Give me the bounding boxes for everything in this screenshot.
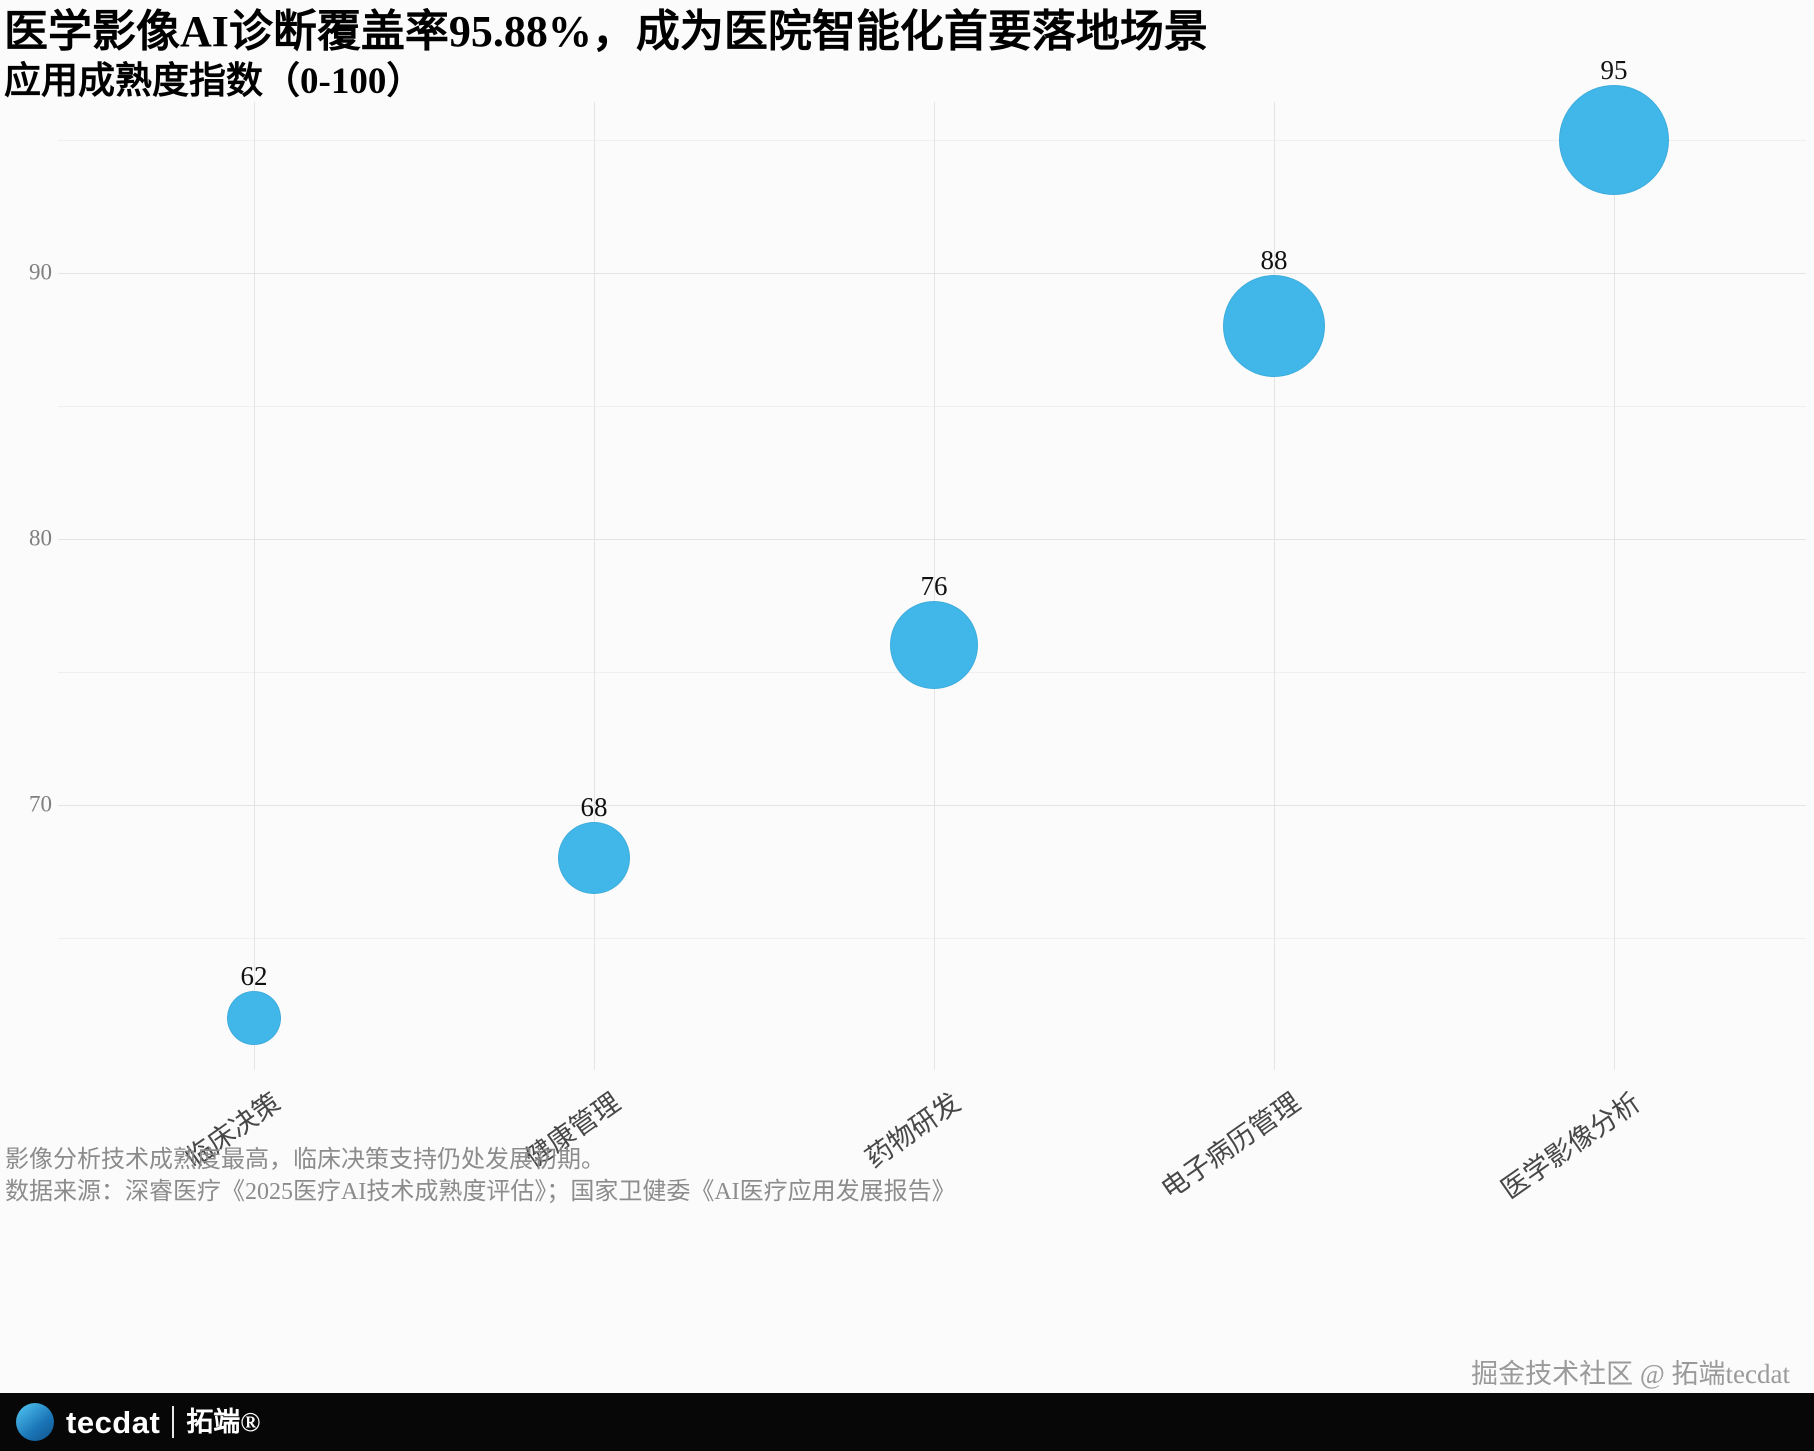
y-axis-tick-label: 80	[29, 525, 52, 551]
tecdat-logo-icon	[16, 1403, 54, 1441]
x-gridline	[1274, 102, 1275, 1070]
brand-separator	[172, 1406, 175, 1438]
x-gridline	[934, 102, 935, 1070]
y-major-gridline	[58, 539, 1806, 540]
y-minor-gridline	[58, 406, 1806, 407]
data-point-bubble	[558, 822, 630, 895]
page-subtitle: 应用成熟度指数（0-100）	[4, 61, 424, 102]
brand-name-cn: 拓端®	[186, 1406, 261, 1437]
data-point-bubble	[890, 601, 978, 690]
data-point-value-label: 88	[1260, 245, 1288, 276]
credit-text: 掘金技术社区 @ 拓端tecdat	[1471, 1359, 1790, 1389]
data-point-bubble	[1559, 85, 1669, 195]
x-gridline	[594, 102, 595, 1070]
page-title: 医学影像AI诊断覆盖率95.88%，成为医院智能化首要落地场景	[4, 7, 1208, 56]
x-gridline	[1614, 102, 1615, 1070]
data-point-bubble	[227, 990, 281, 1045]
insight-note: 影像分析技术成熟度最高，临床决策支持仍处发展初期。	[5, 1147, 605, 1173]
brand-bar: tecdat 拓端®	[0, 1393, 1814, 1451]
x-gridline	[254, 102, 255, 1070]
data-point-value-label: 68	[580, 792, 608, 823]
data-point-value-label: 95	[1600, 55, 1628, 85]
x-axis-category-label: 药物研发	[859, 1087, 966, 1174]
source-note: 数据来源：深睿医疗《2025医疗AI技术成熟度评估》；国家卫健委《AI医疗应用发…	[5, 1179, 956, 1205]
x-axis-category-label: 电子病历管理	[1155, 1087, 1306, 1205]
y-major-gridline	[58, 805, 1806, 806]
data-point-value-label: 76	[920, 571, 948, 602]
data-point-value-label: 62	[240, 960, 268, 991]
y-axis-tick-label: 70	[29, 791, 52, 817]
data-point-bubble	[1223, 275, 1325, 378]
brand-name-en: tecdat	[66, 1404, 161, 1440]
y-major-gridline	[58, 273, 1806, 274]
x-axis-category-label: 医学影像分析	[1495, 1087, 1646, 1205]
y-minor-gridline	[58, 140, 1806, 141]
y-minor-gridline	[58, 938, 1806, 939]
y-axis-tick-label: 90	[29, 259, 52, 285]
